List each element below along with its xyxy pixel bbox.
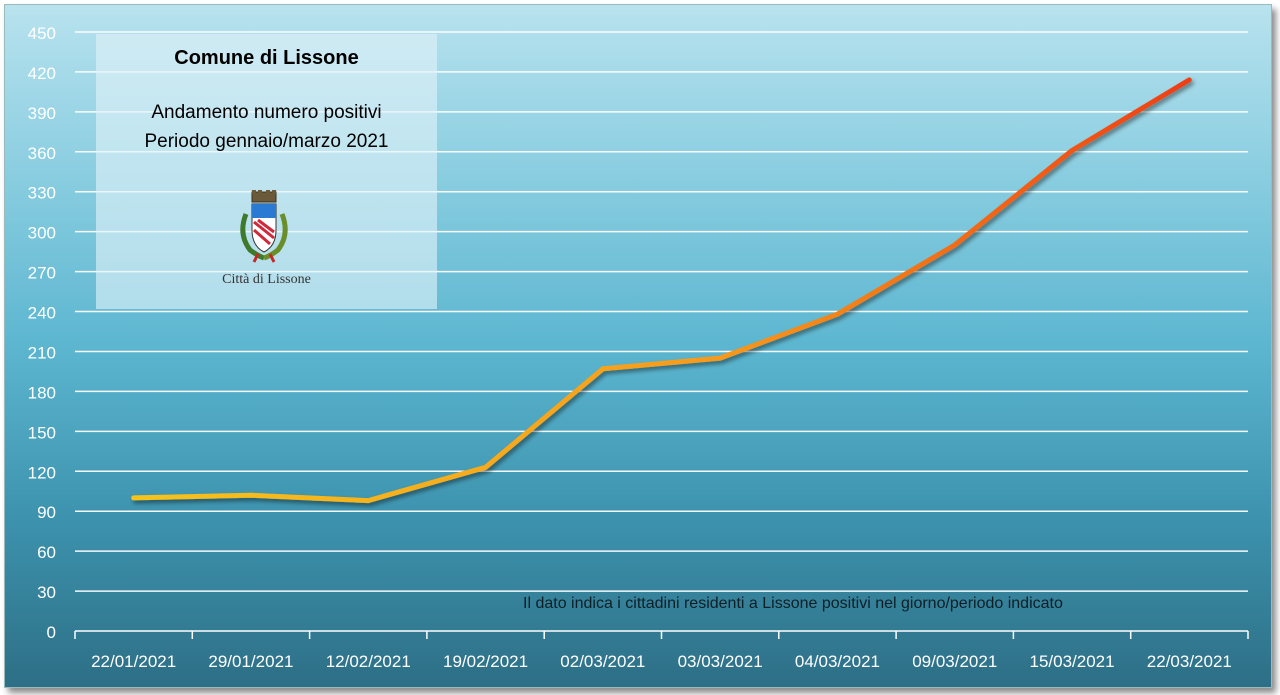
y-tick-label: 150 [28, 423, 56, 442]
x-tick-label: 22/01/2021 [91, 652, 176, 671]
y-tick-label: 120 [28, 463, 56, 482]
y-tick-label: 60 [37, 543, 56, 562]
y-tick-label: 30 [37, 583, 56, 602]
y-tick-label: 90 [37, 503, 56, 522]
x-tick-label: 04/03/2021 [795, 652, 880, 671]
subtitle-line-2: Periodo gennaio/marzo 2021 [144, 131, 389, 152]
chart-title: Comune di Lissone [174, 47, 359, 69]
y-tick-label: 0 [47, 623, 56, 642]
series-line [131, 77, 1192, 504]
y-tick-label: 420 [28, 64, 56, 83]
x-tick-label: 09/03/2021 [912, 652, 997, 671]
x-tick-label: 22/03/2021 [1147, 652, 1232, 671]
chart-note: Il dato indica i cittadini residenti a L… [523, 595, 1063, 612]
x-axis: 22/01/2021 29/01/2021 12/02/2021 19/02/2021… [74, 630, 1249, 671]
x-tick-label: 03/03/2021 [678, 652, 763, 671]
y-tick-label: 180 [28, 383, 56, 402]
y-tick-label: 270 [28, 264, 56, 283]
chart-subtitle: Andamento numero positivi Periodo gennai… [96, 98, 437, 156]
x-tick-label: 19/02/2021 [443, 652, 528, 671]
y-tick-label: 300 [28, 224, 56, 243]
y-tick-label: 360 [28, 144, 56, 163]
x-tick-label: 29/01/2021 [208, 652, 293, 671]
coat-of-arms-icon [240, 190, 288, 263]
subtitle-line-1: Andamento numero positivi [151, 102, 382, 123]
x-tick-label: 02/03/2021 [560, 652, 645, 671]
x-tick-label: 12/02/2021 [326, 652, 411, 671]
y-tick-label: 210 [28, 343, 56, 362]
y-tick-label: 330 [28, 184, 56, 203]
y-tick-label: 390 [28, 104, 56, 123]
y-tick-label: 240 [28, 304, 56, 323]
y-tick-label: 450 [28, 24, 56, 43]
series-group [131, 77, 1192, 504]
emblem-caption: Città di Lissone [222, 272, 311, 287]
y-axis: 0 30 60 90 120 150 180 210 240 270 300 330 360 390 420… [28, 24, 56, 642]
chart-info-box: Comune di Lissone Andamento numero posit… [96, 34, 437, 309]
x-tick-label: 15/03/2021 [1030, 652, 1115, 671]
